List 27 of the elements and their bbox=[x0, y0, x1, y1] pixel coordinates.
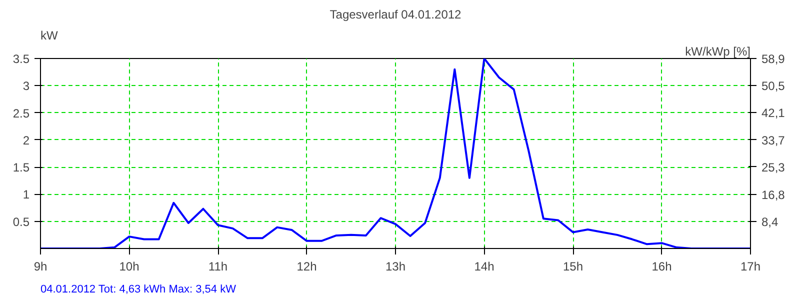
y-tick-label: 3.5 bbox=[12, 52, 30, 66]
text: 04.01.2012 Tot: 4,63 kWh Max: 3,54 kW bbox=[40, 284, 237, 296]
x-tick-label: 12h bbox=[296, 260, 317, 274]
x-tick-label: 15h bbox=[562, 260, 584, 274]
y2-tick-label: 50,5 bbox=[762, 79, 786, 94]
y-tick-label: 0.5 bbox=[12, 214, 30, 229]
y2-tick-label: 33,7 bbox=[762, 133, 786, 148]
x-tick-label: 11h bbox=[208, 260, 228, 274]
y2-tick-label: 58,9 bbox=[762, 52, 786, 66]
x-tick-label: 16h bbox=[652, 260, 672, 274]
x-tick-label: 17h bbox=[740, 260, 761, 274]
y2-tick-label: 8,4 bbox=[762, 214, 779, 229]
x-tick-label: 10h bbox=[119, 260, 140, 274]
y-tick-label: 1 bbox=[22, 188, 30, 202]
y2-axis-title: kW/kWp [%] bbox=[685, 44, 751, 58]
x-tick-label: 14h bbox=[474, 260, 494, 274]
y-tick-label: 3 bbox=[22, 79, 30, 94]
y-tick-label: 1.5 bbox=[12, 160, 30, 175]
y-tick-label: 2 bbox=[22, 133, 30, 148]
y2-tick-label: 42,1 bbox=[762, 106, 786, 120]
y-tick-label: 2.5 bbox=[12, 106, 30, 120]
x-tick-label: 9h bbox=[34, 260, 48, 274]
y2-tick-label: 16,8 bbox=[762, 188, 786, 202]
chart-title: Tagesverlauf 04.01.2012 bbox=[330, 8, 462, 22]
y-axis-title: kW bbox=[40, 28, 58, 42]
y2-tick-label: 25,3 bbox=[762, 160, 786, 174]
x-tick-label: 13h bbox=[385, 260, 406, 274]
